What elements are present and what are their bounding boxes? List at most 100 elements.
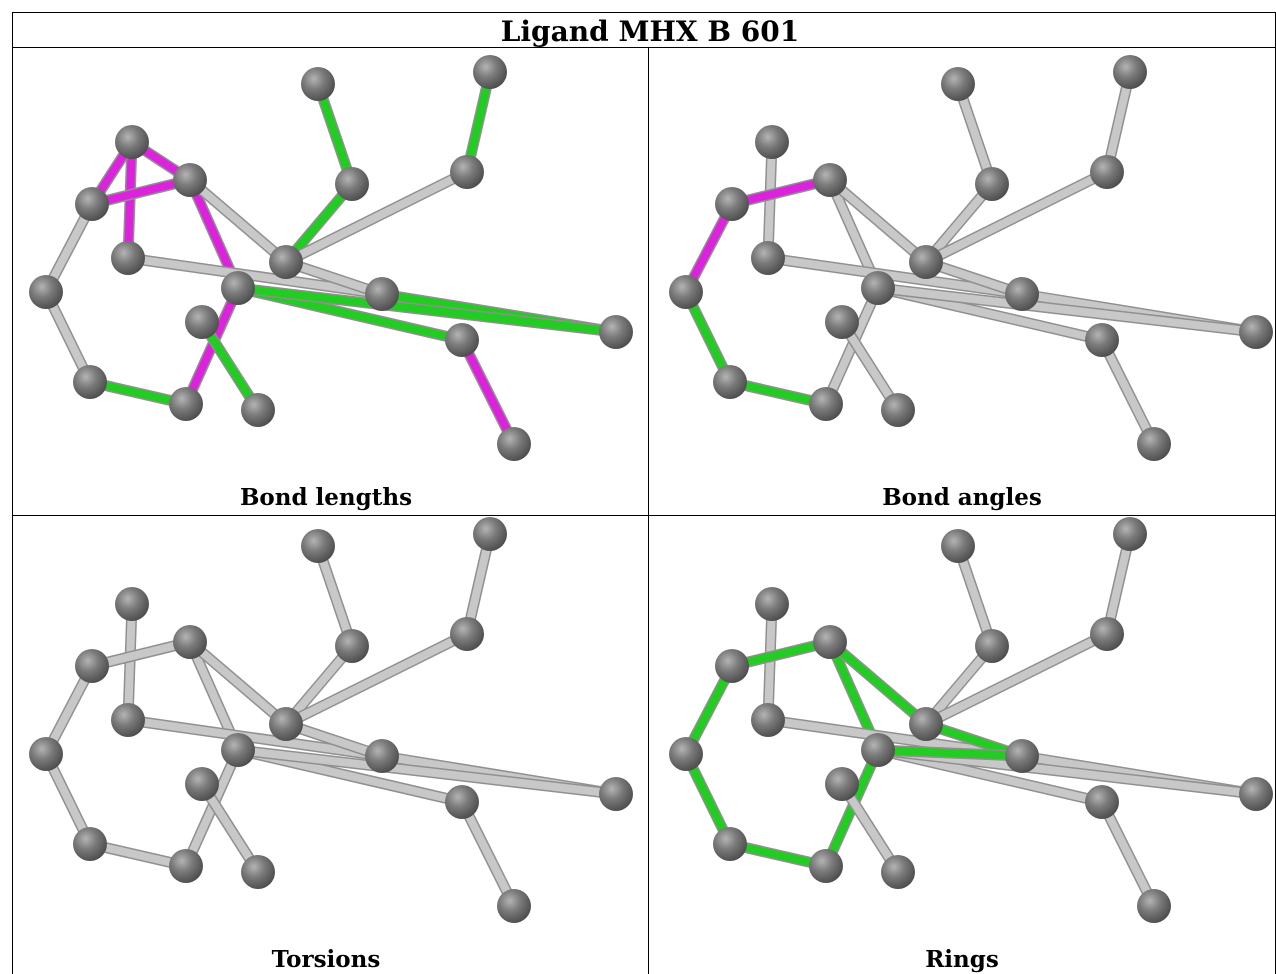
bond <box>314 542 356 650</box>
bond <box>458 798 518 910</box>
atom-sphere <box>111 703 145 737</box>
bond <box>1098 336 1158 448</box>
bond <box>826 638 930 728</box>
atom-sphere <box>173 163 207 197</box>
atom-sphere <box>1005 277 1039 311</box>
atom-sphere <box>269 245 303 279</box>
atom-sphere <box>1113 517 1147 551</box>
bond <box>463 68 494 176</box>
bond <box>458 336 518 448</box>
bond <box>124 254 386 298</box>
atom-sphere <box>751 703 785 737</box>
panel-rings: Rings <box>669 517 1273 973</box>
atom-sphere <box>751 241 785 275</box>
molecule-bond-angles <box>669 55 1273 461</box>
bond <box>922 168 1111 266</box>
atom-sphere <box>861 733 895 767</box>
bond <box>1103 68 1134 176</box>
bond <box>954 542 996 650</box>
atom-sphere <box>881 393 915 427</box>
bond <box>282 168 471 266</box>
atom-sphere <box>445 785 479 819</box>
bond <box>1098 798 1158 910</box>
atom-sphere <box>365 277 399 311</box>
atom-sphere <box>73 827 107 861</box>
bond <box>282 642 356 728</box>
atom-sphere <box>975 629 1009 663</box>
atom-sphere <box>909 707 943 741</box>
bond <box>954 80 996 188</box>
atom-sphere <box>1239 777 1273 811</box>
bond <box>1103 530 1134 638</box>
bond <box>186 176 290 266</box>
bond <box>198 780 262 876</box>
atom-sphere <box>713 365 747 399</box>
atom-sphere <box>29 737 63 771</box>
bond-highlight <box>874 746 1026 760</box>
panel-label-bond-angles: Bond angles <box>882 484 1042 511</box>
atom-sphere <box>755 125 789 159</box>
atom-sphere <box>29 275 63 309</box>
atom-sphere <box>450 617 484 651</box>
atom-sphere <box>173 625 207 659</box>
atom-sphere <box>497 889 531 923</box>
bond <box>922 642 996 728</box>
atom-sphere <box>909 245 943 279</box>
bond <box>922 630 1111 728</box>
atom-sphere <box>335 629 369 663</box>
bond <box>874 284 1260 336</box>
atom-sphere <box>111 241 145 275</box>
atom-sphere <box>1085 785 1119 819</box>
atom-sphere <box>713 827 747 861</box>
panel-label-bond-lengths: Bond lengths <box>240 484 412 511</box>
atom-sphere <box>825 305 859 339</box>
atom-sphere <box>221 271 255 305</box>
bond <box>463 530 494 638</box>
atom-sphere <box>115 587 149 621</box>
molecule-torsions <box>29 517 633 923</box>
atom-sphere <box>301 67 335 101</box>
atom-sphere <box>1239 315 1273 349</box>
atom-sphere <box>599 777 633 811</box>
atom-sphere <box>825 767 859 801</box>
atom-sphere <box>473 55 507 89</box>
bond <box>282 630 471 728</box>
atom-sphere <box>73 365 107 399</box>
atom-sphere <box>115 125 149 159</box>
bond <box>922 180 996 266</box>
atom-sphere <box>1137 427 1171 461</box>
atom-sphere <box>221 733 255 767</box>
atom-sphere <box>809 387 843 421</box>
atom-sphere <box>669 275 703 309</box>
atom-sphere <box>1090 155 1124 189</box>
atom-sphere <box>75 187 109 221</box>
atom-sphere <box>813 163 847 197</box>
atom-sphere <box>335 167 369 201</box>
panel-bond-angles: Bond angles <box>669 55 1273 511</box>
atom-sphere <box>669 737 703 771</box>
atom-sphere <box>241 855 275 889</box>
atom-sphere <box>269 707 303 741</box>
atom-sphere <box>755 587 789 621</box>
atom-sphere <box>450 155 484 189</box>
panel-torsions: Torsions <box>29 517 633 973</box>
bond <box>186 638 290 728</box>
atom-sphere <box>715 649 749 683</box>
atom-sphere <box>75 649 109 683</box>
atom-sphere <box>1113 55 1147 89</box>
atom-sphere <box>1090 617 1124 651</box>
atom-sphere <box>497 427 531 461</box>
atom-sphere <box>301 529 335 563</box>
bond <box>282 180 356 266</box>
panel-label-rings: Rings <box>925 946 999 973</box>
atom-sphere <box>185 305 219 339</box>
atom-sphere <box>365 739 399 773</box>
atom-sphere <box>941 67 975 101</box>
atom-sphere <box>1005 739 1039 773</box>
atom-sphere <box>1085 323 1119 357</box>
atom-sphere <box>169 849 203 883</box>
bond <box>838 780 902 876</box>
bond <box>838 318 902 414</box>
atom-sphere <box>861 271 895 305</box>
atom-sphere <box>599 315 633 349</box>
